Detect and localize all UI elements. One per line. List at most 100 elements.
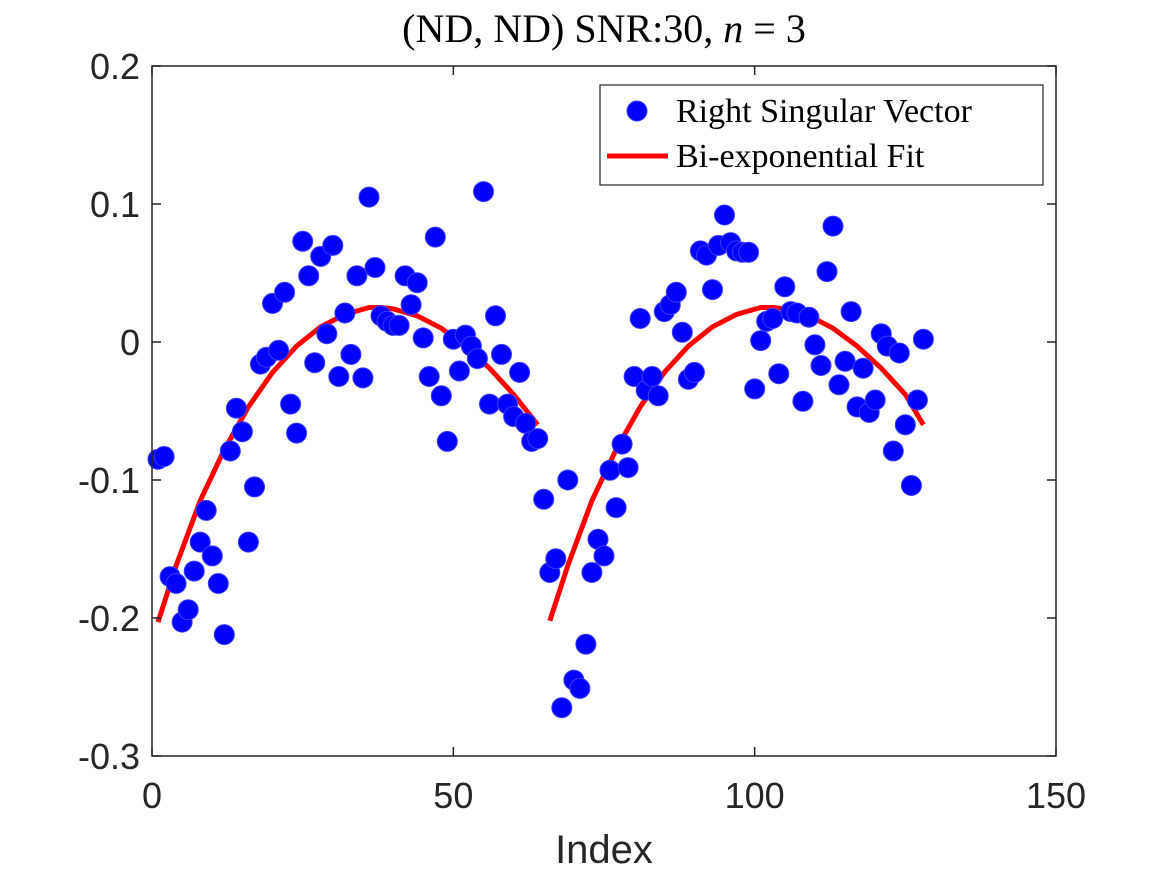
data-point [629,308,651,329]
data-point [412,327,434,349]
data-point [473,181,494,203]
data-point [466,348,488,370]
data-point [593,545,615,567]
data-point [177,599,199,621]
data-point [479,393,500,415]
chart-title: (ND, ND) SNR:30, n = 3 [402,6,806,51]
data-point [647,385,669,407]
data-point [237,531,259,553]
data-point [358,186,380,208]
data-point [575,633,597,655]
x-axis: 0 50 100 150 [142,66,1086,816]
data-point [804,334,826,356]
points-layer [147,181,934,719]
data-point [304,352,326,374]
data-point [195,499,217,521]
data-point [641,366,663,387]
data-point [774,276,796,298]
data-point [388,314,410,336]
data-point [436,430,458,452]
data-point [840,301,862,323]
y-tick-label: -0.2 [78,598,140,639]
data-point [406,272,428,294]
data-point [400,294,422,316]
data-point [280,393,302,415]
y-tick-label: -0.1 [78,460,140,501]
data-point [268,339,290,361]
data-point [810,355,832,376]
data-point [225,397,247,419]
data-point [762,308,784,329]
data-point [545,548,567,570]
y-tick-label: 0 [120,322,140,363]
data-point [894,414,916,436]
data-point [702,279,723,301]
data-point [750,330,772,352]
data-point [683,361,705,383]
data-point [599,459,621,481]
chart-title-suffix: = 3 [743,6,806,51]
y-tick-label: -0.3 [78,736,140,777]
data-point [201,545,223,567]
data-point [165,573,187,594]
data-point [286,422,308,444]
x-axis-label: Index [555,828,653,872]
data-point [334,302,356,324]
y-tick-label: 0.1 [90,184,140,225]
data-point [738,241,760,263]
chart-title-variable: n [723,6,743,51]
data-point [768,363,790,385]
data-point [551,697,573,719]
data-point [816,261,838,283]
data-point [418,366,440,387]
legend-box [599,84,1044,186]
data-point [792,390,814,412]
data-point [189,531,211,553]
data-point [340,343,362,365]
x-tick-label: 100 [725,775,785,816]
data-point [744,378,766,400]
data-point [828,374,850,396]
data-point [213,624,235,646]
data-point [611,433,633,455]
data-point [714,204,735,226]
data-point [231,421,253,443]
data-point [671,321,693,343]
data-point [888,342,910,364]
data-point [274,281,296,303]
data-point [322,234,344,256]
legend: Right Singular Vector Bi-exponential Fit [599,84,1044,186]
data-point [605,497,627,519]
data-point [491,343,512,365]
legend-marker-right-singular-vector [626,100,648,122]
data-point [298,265,320,287]
x-tick-label: 50 [433,775,473,816]
data-point [864,389,886,411]
data-point [346,265,368,287]
data-point [183,560,205,582]
data-point [617,457,639,479]
data-point [852,357,874,379]
data-point [244,476,265,498]
y-tick-label: 0.2 [90,46,140,87]
data-point [207,573,229,594]
data-point [509,361,531,383]
data-point [900,475,922,496]
fit-line-segment-2 [547,305,926,622]
data-point [557,469,579,491]
legend-label-bi-exponential-fit: Bi-exponential Fit [676,138,925,175]
y-axis: -0.3 -0.2 -0.1 0 0.1 0.2 [78,46,1056,777]
data-point [798,306,820,328]
data-point [352,367,374,389]
data-point [485,305,506,327]
legend-label-right-singular-vector: Right Singular Vector [676,93,973,130]
data-point [328,366,350,387]
data-point [581,562,603,583]
x-tick-label: 150 [1026,775,1086,816]
data-point [882,440,904,462]
plot-frame [151,65,1057,757]
data-point [153,446,175,467]
data-point [569,677,591,699]
data-point [533,488,555,510]
